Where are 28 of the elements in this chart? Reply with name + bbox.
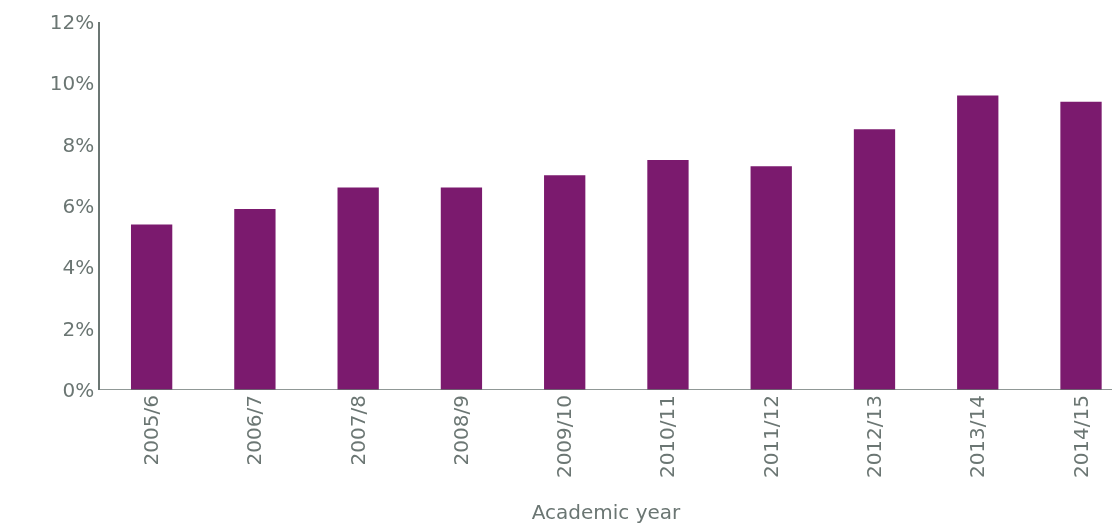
x-tick-label: 2005/6 xyxy=(139,395,164,466)
bar xyxy=(440,187,483,390)
bar xyxy=(130,224,173,390)
x-tick-label: 2009/10 xyxy=(552,395,577,479)
x-tick-label: 2010/11 xyxy=(655,395,680,479)
bar xyxy=(957,95,999,390)
x-tick-label: 2008/9 xyxy=(448,395,473,466)
y-tick-label: 0% xyxy=(62,378,95,402)
x-tick-label: 2014/15 xyxy=(1068,395,1093,479)
y-tick-label: 8% xyxy=(62,132,95,157)
x-axis-title: Academic year xyxy=(531,500,682,524)
bar xyxy=(544,175,586,390)
x-tick-label: 2013/14 xyxy=(965,395,990,479)
y-tick-label: 2% xyxy=(62,316,95,341)
x-tick-label: 2012/13 xyxy=(861,395,886,479)
y-tick-label: 12% xyxy=(49,10,95,34)
y-tick-label: 6% xyxy=(62,194,95,218)
bar xyxy=(337,187,379,390)
y-tick-label: 10% xyxy=(49,71,95,96)
bar xyxy=(234,209,276,390)
bar xyxy=(853,129,896,390)
bar xyxy=(1060,101,1102,390)
x-tick-label: 2011/12 xyxy=(758,395,783,479)
x-tick-label: 2006/7 xyxy=(242,395,267,466)
y-tick-label: 4% xyxy=(62,255,95,280)
x-tick-label: 2007/8 xyxy=(345,395,370,466)
bar xyxy=(647,160,689,390)
bar xyxy=(750,166,792,390)
